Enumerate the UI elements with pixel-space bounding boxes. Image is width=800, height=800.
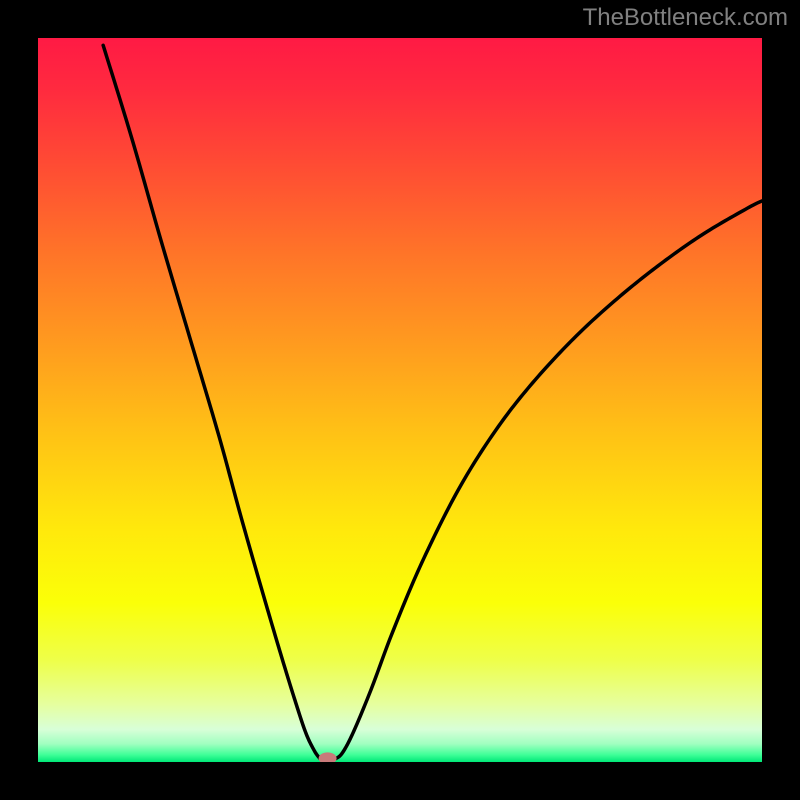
figure-root: TheBottleneck.com [0, 0, 800, 800]
plot-area [38, 38, 762, 762]
gradient-background [38, 38, 762, 762]
watermark-text: TheBottleneck.com [583, 4, 788, 32]
plot-svg [38, 38, 762, 762]
